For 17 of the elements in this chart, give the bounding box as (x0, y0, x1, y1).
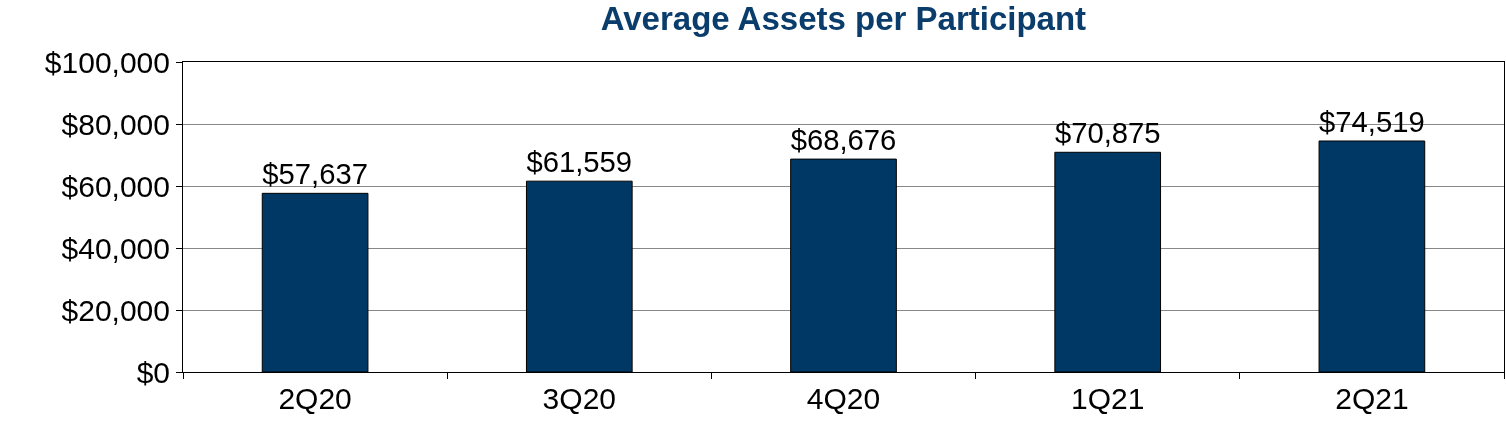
y-tick-label: $40,000 (61, 231, 170, 265)
data-label: $57,637 (262, 158, 368, 191)
y-tick-label: $20,000 (61, 293, 170, 327)
y-tick-label: $100,000 (44, 45, 170, 79)
y-tick-label: $80,000 (61, 107, 170, 141)
x-tick-label: 4Q20 (806, 382, 881, 415)
x-tick-label: 3Q20 (542, 382, 616, 415)
chart-title: Average Assets per Participant (600, 0, 1087, 37)
data-label: $68,676 (790, 124, 897, 157)
data-label: $61,559 (526, 146, 633, 179)
y-tick-label: $0 (136, 355, 170, 389)
x-tick-label: 2Q20 (278, 382, 352, 415)
data-label: $70,875 (1054, 117, 1161, 150)
x-tick-label: 2Q21 (1335, 382, 1409, 415)
x-tick-label: 1Q21 (1071, 382, 1145, 415)
y-tick-label: $60,000 (61, 169, 170, 203)
data-label: $74,519 (1319, 106, 1425, 139)
